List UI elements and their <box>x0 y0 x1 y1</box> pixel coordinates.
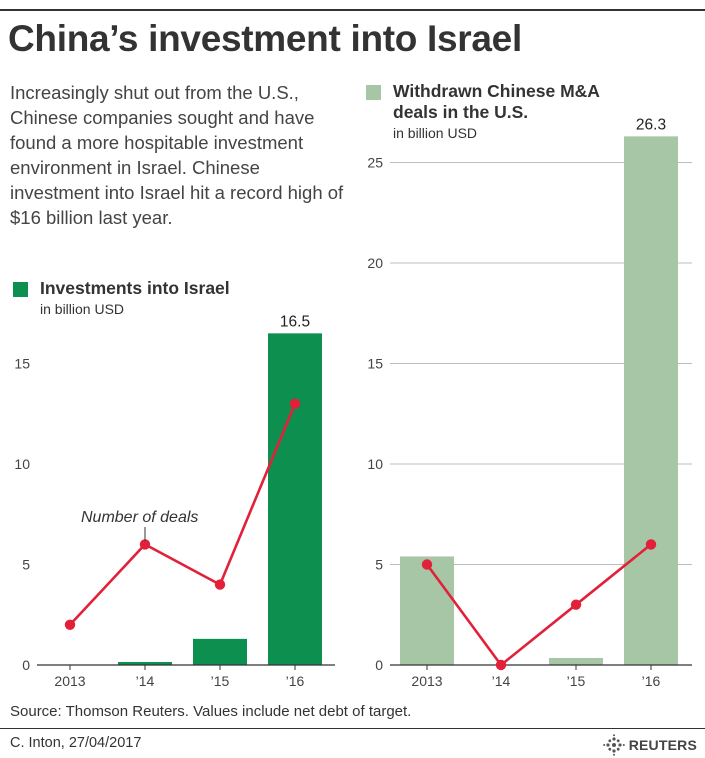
withdrawn-xtick-label: ’16 <box>642 673 661 689</box>
withdrawn-ytick-label: 20 <box>367 255 383 271</box>
investments-ytick-label: 15 <box>14 356 30 372</box>
withdrawn-bar-value-label: 26.3 <box>636 116 666 133</box>
investments-bar-2 <box>193 638 247 665</box>
investments-bar-value-label: 16.5 <box>280 313 310 330</box>
withdrawn-bar-0 <box>400 556 454 665</box>
investments-bar-1 <box>118 661 172 665</box>
reuters-dots-icon <box>602 734 625 756</box>
withdrawn-bar-2 <box>549 657 603 665</box>
investments-ytick-label: 5 <box>22 557 30 573</box>
withdrawn-deals-point-1 <box>495 659 507 671</box>
legend-unit-investments: in billion USD <box>40 301 125 317</box>
intro-text: Increasingly shut out from the U.S., Chi… <box>10 82 344 228</box>
investments-xtick-label: 2013 <box>54 673 85 689</box>
withdrawn-ytick-label: 0 <box>375 657 383 673</box>
withdrawn-xtick-label: ’14 <box>492 673 511 689</box>
investments-bar-3 <box>268 333 322 665</box>
page-title: China’s investment into Israel <box>8 18 522 59</box>
legend-swatch-investments <box>13 282 28 297</box>
legend-investments: Investments into Israel in billion USD <box>13 278 230 317</box>
investments-xtick-label: ’16 <box>286 673 305 689</box>
withdrawn-deals-line <box>425 543 652 667</box>
withdrawn-ytick-label: 5 <box>375 557 383 573</box>
reuters-logo: REUTERS <box>602 734 697 756</box>
legend-title-investments: Investments into Israel <box>40 278 230 298</box>
investments-deals-point-3 <box>289 398 301 409</box>
investments-xtick-label: ’15 <box>211 673 230 689</box>
withdrawn-ytick-label: 10 <box>367 456 383 472</box>
legend-unit-withdrawn: in billion USD <box>393 125 478 141</box>
withdrawn-xtick-label: ’15 <box>567 673 586 689</box>
withdrawn-ytick-label: 15 <box>367 356 383 372</box>
investments-deals-point-1 <box>139 539 151 550</box>
footer-rule <box>0 728 705 729</box>
investments-deals-point-2 <box>214 579 226 590</box>
credit-line: C. Inton, 27/04/2017 <box>10 735 142 751</box>
investments-ytick-label: 10 <box>14 456 30 472</box>
number-of-deals-annotation: Number of deals <box>81 509 198 526</box>
charts-canvas: 0 5 10 15 16.5 2013 ’14 ’15 ’16 Number of deals 0 5… <box>14 116 692 689</box>
legend-withdrawn: Withdrawn Chinese M&A deals in the U.S. … <box>366 81 603 141</box>
withdrawn-xtick-label: 2013 <box>411 673 442 689</box>
legend-title-withdrawn: Withdrawn Chinese M&A deals in the U.S. <box>393 81 600 122</box>
investments-deals-line <box>69 403 297 626</box>
withdrawn-bar-3 <box>624 136 678 665</box>
withdrawn-ytick-label: 25 <box>367 155 383 171</box>
brand-name: REUTERS <box>628 737 697 753</box>
investments-ytick-label: 0 <box>22 657 30 673</box>
legend-swatch-withdrawn <box>366 85 381 100</box>
investments-deals-point-0 <box>64 619 76 630</box>
withdrawn-deals-point-0 <box>421 559 433 570</box>
withdrawn-deals-point-2 <box>570 599 582 610</box>
source-note: Source: Thomson Reuters. Values include … <box>10 703 412 720</box>
top-rule <box>0 9 705 11</box>
withdrawn-deals-point-3 <box>645 539 657 550</box>
investments-xtick-label: ’14 <box>136 673 155 689</box>
